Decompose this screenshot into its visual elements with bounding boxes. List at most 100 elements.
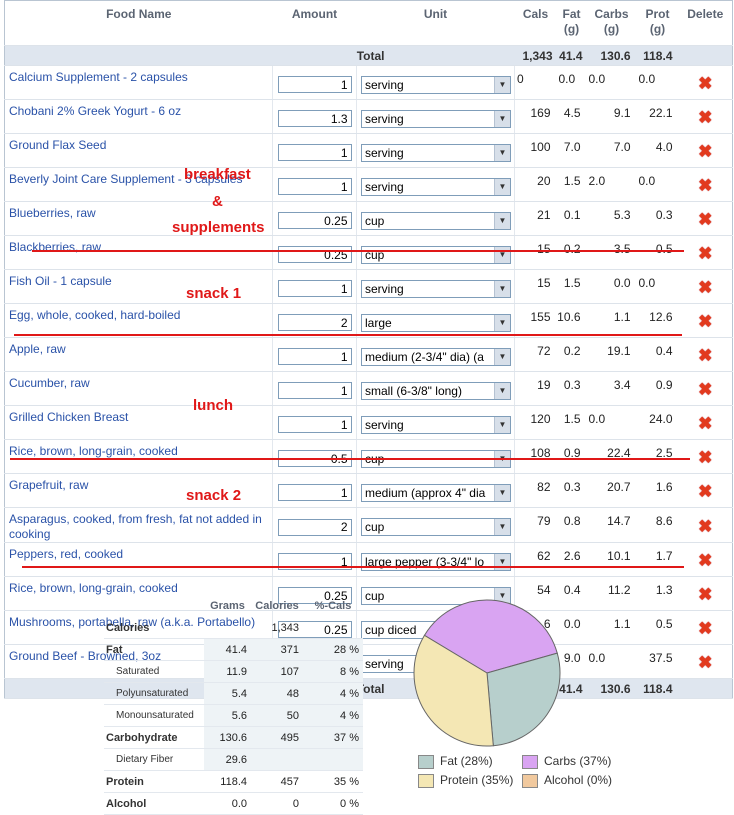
amount-input[interactable]	[277, 382, 352, 399]
food-name-link[interactable]: Calcium Supplement - 2 capsules	[4, 65, 273, 100]
unit-select[interactable]: cup ▼	[361, 245, 511, 264]
dropdown-arrow-icon[interactable]: ▼	[494, 348, 510, 365]
food-name-link[interactable]: Blueberries, raw	[4, 201, 273, 236]
delete-x-icon[interactable]: ✖	[698, 176, 713, 195]
dropdown-arrow-icon[interactable]: ▼	[494, 519, 510, 535]
food-name-link[interactable]: Peppers, red, cooked	[4, 542, 273, 577]
delete-x-icon[interactable]: ✖	[698, 312, 713, 331]
amount-input[interactable]	[277, 76, 352, 93]
dropdown-arrow-icon[interactable]: ▼	[494, 76, 510, 93]
food-name-link[interactable]: Rice, brown, long-grain, cooked	[4, 576, 273, 611]
col-unit[interactable]: Unit	[356, 0, 515, 46]
amount-input[interactable]	[277, 484, 352, 501]
dropdown-arrow-icon[interactable]: ▼	[494, 212, 510, 229]
amount-input[interactable]	[277, 178, 352, 195]
dropdown-arrow-icon[interactable]: ▼	[494, 110, 510, 127]
delete-x-icon[interactable]: ✖	[698, 448, 713, 467]
delete-x-icon[interactable]: ✖	[698, 278, 713, 297]
prot-cell: 8.6	[636, 507, 679, 543]
dropdown-arrow-icon[interactable]: ▼	[494, 416, 510, 433]
delete-x-icon[interactable]: ✖	[698, 414, 713, 433]
food-name-link[interactable]: Asparagus, cooked, from fresh, fat not a…	[4, 507, 273, 543]
delete-x-icon[interactable]: ✖	[698, 585, 713, 604]
unit-select[interactable]: serving ▼	[361, 75, 511, 94]
delete-x-icon[interactable]: ✖	[698, 346, 713, 365]
unit-select[interactable]: serving ▼	[361, 109, 511, 128]
delete-x-icon[interactable]: ✖	[698, 653, 713, 672]
amount-input[interactable]	[277, 348, 352, 365]
col-prot[interactable]: Prot (g)	[636, 0, 679, 46]
unit-select[interactable]: serving ▼	[361, 279, 511, 298]
unit-select[interactable]: serving ▼	[361, 143, 511, 162]
amount-input[interactable]	[277, 212, 352, 229]
amount-input[interactable]	[277, 110, 352, 127]
amount-input[interactable]	[277, 416, 352, 433]
dropdown-arrow-icon[interactable]: ▼	[494, 178, 510, 195]
food-row: Egg, whole, cooked, hard-boiled large ▼155…	[4, 303, 733, 338]
unit-select[interactable]: medium (2-3/4" dia) (a ▼	[361, 347, 511, 366]
delete-cell: ✖	[678, 507, 733, 543]
unit-select[interactable]: large ▼	[361, 313, 511, 332]
unit-select[interactable]: cup ▼	[361, 518, 511, 536]
unit-select[interactable]: cup ▼	[361, 211, 511, 230]
food-name-link[interactable]: Beverly Joint Care Supplement - 3 capsul…	[4, 167, 273, 202]
dropdown-arrow-icon[interactable]: ▼	[494, 246, 510, 263]
delete-x-icon[interactable]: ✖	[698, 244, 713, 263]
delete-x-icon[interactable]: ✖	[698, 516, 713, 536]
dropdown-arrow-icon[interactable]: ▼	[494, 484, 510, 501]
amount-input[interactable]	[277, 553, 352, 570]
unit-select[interactable]: serving ▼	[361, 415, 511, 434]
delete-x-icon[interactable]: ✖	[698, 210, 713, 229]
col-food-name[interactable]: Food Name	[4, 0, 273, 46]
amount-input[interactable]	[277, 587, 352, 604]
dropdown-arrow-icon[interactable]: ▼	[494, 314, 510, 331]
food-name-link[interactable]: Rice, brown, long-grain, cooked	[4, 439, 273, 474]
nutrition-calories: 457	[251, 770, 303, 793]
dropdown-arrow-icon[interactable]: ▼	[494, 553, 510, 570]
carbs-cell: 1.1	[586, 610, 637, 645]
food-name-link[interactable]: Grilled Chicken Breast	[4, 405, 273, 440]
amount-input[interactable]	[277, 280, 352, 297]
nutrition-grams	[204, 617, 251, 639]
food-name-link[interactable]: Fish Oil - 1 capsule	[4, 269, 273, 304]
unit-select[interactable]: cup ▼	[361, 586, 511, 605]
col-amount[interactable]: Amount	[272, 0, 357, 46]
unit-select[interactable]: medium (approx 4" dia ▼	[361, 483, 511, 502]
delete-x-icon[interactable]: ✖	[698, 551, 713, 570]
cals-cell: 15	[514, 235, 557, 270]
delete-x-icon[interactable]: ✖	[698, 380, 713, 399]
col-fat[interactable]: Fat (g)	[556, 0, 587, 46]
dropdown-arrow-icon[interactable]: ▼	[494, 587, 510, 604]
unit-cell: cup ▼	[356, 576, 515, 611]
food-name-link[interactable]: Grapefruit, raw	[4, 473, 273, 508]
dropdown-arrow-icon[interactable]: ▼	[494, 144, 510, 161]
nutrition-header-pct: %-Cals	[314, 600, 352, 612]
amount-input[interactable]	[277, 144, 352, 161]
food-name-link[interactable]: Ground Flax Seed	[4, 133, 273, 168]
fat-cell: 4.5	[556, 99, 587, 134]
unit-select[interactable]: serving ▼	[361, 177, 511, 196]
amount-input[interactable]	[277, 314, 352, 331]
delete-x-icon[interactable]: ✖	[698, 74, 713, 93]
food-name-link[interactable]: Chobani 2% Greek Yogurt - 6 oz	[4, 99, 273, 134]
unit-select-value: serving	[365, 77, 404, 92]
food-name-link[interactable]: Egg, whole, cooked, hard-boiled	[4, 303, 273, 338]
dropdown-arrow-icon[interactable]: ▼	[494, 280, 510, 297]
food-name-link[interactable]: Blackberries, raw	[4, 235, 273, 270]
prot-cell: 22.1	[636, 99, 679, 134]
food-name-link[interactable]: Cucumber, raw	[4, 371, 273, 406]
dropdown-arrow-icon[interactable]: ▼	[494, 382, 510, 399]
delete-x-icon[interactable]: ✖	[698, 108, 713, 127]
amount-input[interactable]	[277, 518, 352, 536]
col-carbs[interactable]: Carbs (g)	[586, 0, 637, 46]
fat-cell: 0.2	[556, 235, 587, 270]
amount-cell	[272, 133, 357, 168]
col-cals[interactable]: Cals	[514, 0, 557, 46]
delete-x-icon[interactable]: ✖	[698, 619, 713, 638]
nutrition-row: Polyunsaturated 5.4 48 4 %	[104, 682, 363, 705]
delete-x-icon[interactable]: ✖	[698, 142, 713, 161]
food-name-link[interactable]: Apple, raw	[4, 337, 273, 372]
delete-x-icon[interactable]: ✖	[698, 482, 713, 501]
amount-input[interactable]	[277, 246, 352, 263]
unit-select[interactable]: small (6-3/8" long) ▼	[361, 381, 511, 400]
